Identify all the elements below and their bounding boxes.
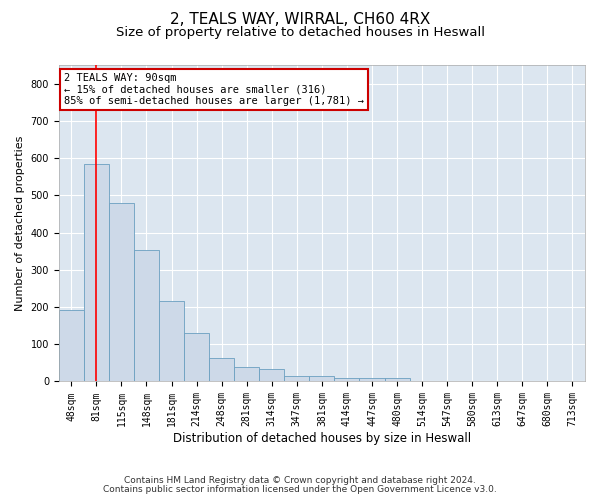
Bar [234,366,259,382]
Bar [109,203,134,382]
Bar [284,376,310,382]
Bar [385,378,410,382]
Text: Contains HM Land Registry data © Crown copyright and database right 2024.: Contains HM Land Registry data © Crown c… [124,476,476,485]
Text: Size of property relative to detached houses in Heswall: Size of property relative to detached ho… [115,26,485,39]
Bar [310,376,334,382]
Bar [134,250,159,382]
Bar [59,310,84,382]
Text: 2, TEALS WAY, WIRRAL, CH60 4RX: 2, TEALS WAY, WIRRAL, CH60 4RX [170,12,430,28]
Bar [184,333,209,382]
Bar [334,378,359,382]
Bar [359,378,385,382]
Bar [84,164,109,382]
Bar [209,358,234,382]
Text: 2 TEALS WAY: 90sqm
← 15% of detached houses are smaller (316)
85% of semi-detach: 2 TEALS WAY: 90sqm ← 15% of detached hou… [64,73,364,106]
X-axis label: Distribution of detached houses by size in Heswall: Distribution of detached houses by size … [173,432,471,445]
Bar [159,302,184,382]
Text: Contains public sector information licensed under the Open Government Licence v3: Contains public sector information licen… [103,485,497,494]
Y-axis label: Number of detached properties: Number of detached properties [15,136,25,311]
Bar [259,369,284,382]
